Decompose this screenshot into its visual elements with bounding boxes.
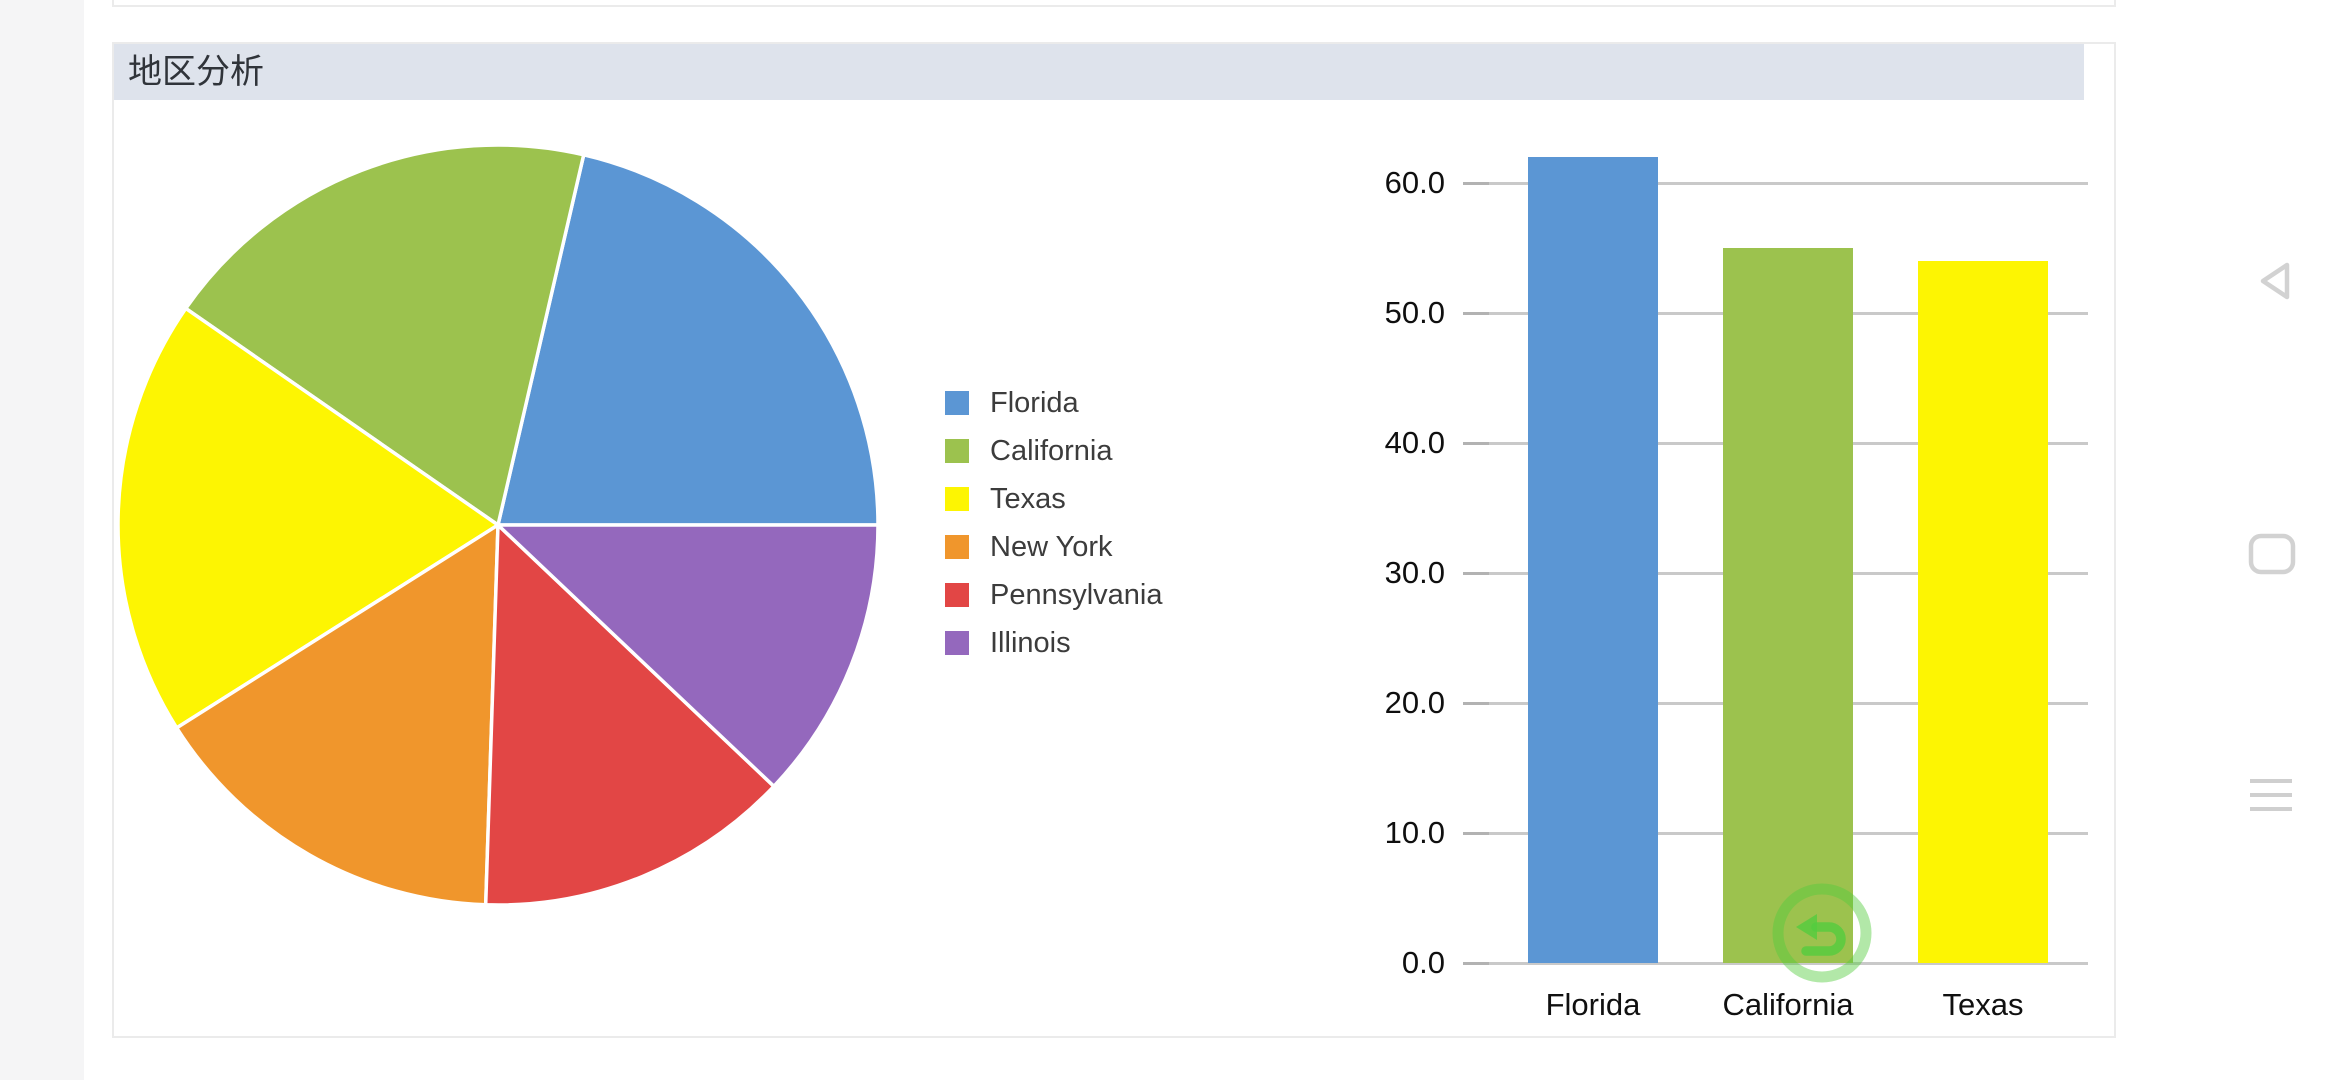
- recents-button[interactable]: [2247, 776, 2295, 816]
- home-square-icon: [2248, 533, 2296, 575]
- y-axis-label: 40.0: [1384, 425, 1445, 460]
- legend-swatch: [945, 631, 969, 655]
- y-axis-label: 60.0: [1384, 165, 1445, 200]
- legend-label: Illinois: [990, 626, 1071, 659]
- left-gutter: [0, 0, 84, 1080]
- bar-california[interactable]: [1723, 248, 1853, 963]
- pie-slice-illinois[interactable]: [496, 523, 880, 789]
- pie-slice-florida[interactable]: [496, 153, 880, 527]
- back-triangle-icon: [2260, 262, 2290, 300]
- legend-label: Texas: [990, 482, 1066, 515]
- card-title: 地区分析: [128, 53, 264, 91]
- region-analysis-card: 地区分析 Florida California Texas New York Penns…: [112, 42, 2116, 1038]
- y-axis-label: 10.0: [1384, 815, 1445, 850]
- gridline: [1463, 962, 2088, 965]
- pie-legend: Florida California Texas New York Pennsylvan…: [945, 379, 1163, 667]
- x-axis-label: Florida: [1545, 987, 1641, 1022]
- pie-slice-pennsylvania[interactable]: [483, 523, 776, 907]
- pie-slice-new-york[interactable]: [174, 523, 500, 907]
- legend-item-pennsylvania[interactable]: Pennsylvania: [945, 571, 1163, 619]
- card-above-edge: [112, 0, 2116, 7]
- legend-label: New York: [990, 530, 1113, 563]
- legend-swatch: [945, 391, 969, 415]
- pie-chart[interactable]: [114, 141, 882, 909]
- y-axis-label: 50.0: [1384, 295, 1445, 330]
- legend-item-illinois[interactable]: Illinois: [945, 619, 1163, 667]
- legend-swatch: [945, 439, 969, 463]
- legend-label: California: [990, 434, 1113, 467]
- bar-chart[interactable]: 0.0 10.0 20.0 30.0 40.0 50.0 60.0 Florida Califo…: [114, 44, 2114, 1036]
- legend-swatch: [945, 583, 969, 607]
- legend-item-texas[interactable]: Texas: [945, 475, 1163, 523]
- recents-lines-icon: [2250, 779, 2292, 811]
- legend-item-florida[interactable]: Florida: [945, 379, 1163, 427]
- legend-item-new-york[interactable]: New York: [945, 523, 1163, 571]
- x-axis-label: Texas: [1942, 987, 2024, 1022]
- y-axis-label: 20.0: [1384, 685, 1445, 720]
- pie-slice-california[interactable]: [184, 143, 586, 527]
- legend-swatch: [945, 535, 969, 559]
- legend-swatch: [945, 487, 969, 511]
- home-button[interactable]: [2248, 533, 2296, 575]
- card-header: 地区分析: [114, 44, 2084, 100]
- pie-slice-texas[interactable]: [116, 306, 500, 730]
- gridline: [1463, 182, 2088, 185]
- bar-florida[interactable]: [1528, 157, 1658, 963]
- legend-item-california[interactable]: California: [945, 427, 1163, 475]
- legend-label: Pennsylvania: [990, 578, 1163, 611]
- y-axis-label: 0.0: [1401, 945, 1445, 980]
- x-axis-label: California: [1722, 987, 1854, 1022]
- bar-texas[interactable]: [1918, 261, 2048, 963]
- back-button[interactable]: [2252, 258, 2296, 304]
- y-axis-label: 30.0: [1384, 555, 1445, 590]
- legend-label: Florida: [990, 386, 1079, 419]
